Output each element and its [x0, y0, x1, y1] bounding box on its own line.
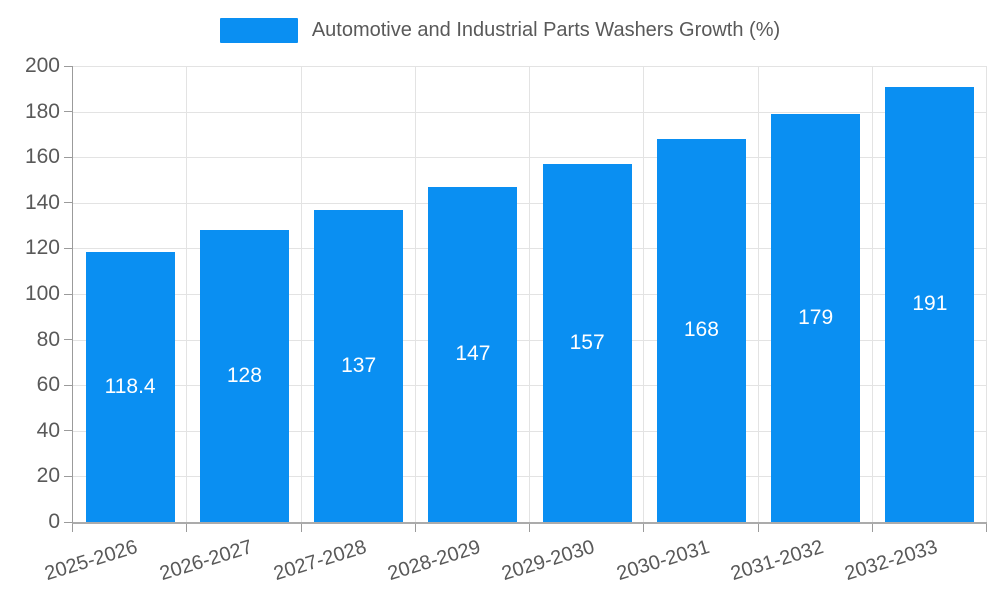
y-axis-tick — [64, 156, 72, 158]
y-axis-tick — [64, 202, 72, 204]
bar[interactable]: 179 — [771, 113, 861, 522]
y-axis-label: 200 — [24, 54, 60, 77]
gridline-horizontal — [73, 385, 987, 387]
x-axis-label: 2032-2033 — [842, 536, 941, 586]
legend-swatch — [219, 18, 298, 43]
y-axis-tick — [64, 521, 72, 523]
x-axis-tick — [414, 524, 416, 532]
gridline-vertical — [529, 66, 530, 522]
gridline-vertical — [986, 66, 987, 522]
y-axis-tick — [64, 65, 72, 67]
y-axis-tick — [64, 293, 72, 295]
gridline-horizontal — [73, 476, 987, 478]
y-axis-label: 60 — [36, 373, 60, 397]
gridline-horizontal — [73, 111, 987, 113]
x-axis-tick — [871, 524, 873, 532]
x-axis-tick — [529, 524, 530, 532]
bar[interactable]: 118.4 — [85, 252, 175, 522]
gridline-vertical — [300, 66, 302, 522]
x-axis-label: 2029-2030 — [499, 536, 598, 586]
plot-area: 0 20 40 60 80 100 120 140 160 180 200 118.4 2025-202… — [25, 54, 987, 585]
bar[interactable]: 137 — [314, 209, 404, 522]
x-axis-label: 2025-2026 — [42, 536, 141, 586]
y-axis-tick — [64, 247, 72, 249]
legend-item[interactable]: Automotive and Industrial Parts Washers … — [0, 18, 1000, 43]
bar-value-label: 137 — [341, 353, 377, 377]
y-axis-label: 100 — [24, 282, 60, 305]
gridline-horizontal — [73, 339, 987, 341]
gridline-horizontal — [73, 202, 987, 204]
x-axis-tick — [986, 524, 987, 532]
x-axis-tick — [300, 524, 302, 532]
gridline-horizontal — [73, 157, 987, 159]
y-axis-tick — [64, 430, 72, 432]
bar[interactable]: 168 — [656, 138, 746, 522]
y-axis-label: 140 — [24, 190, 60, 214]
y-axis-tick — [64, 111, 72, 113]
bar-value-label: 147 — [455, 342, 491, 366]
x-axis-label: 2030-2031 — [613, 536, 712, 586]
bar-value-label: 118.4 — [104, 375, 156, 399]
gridline-vertical — [643, 66, 645, 522]
x-axis-tick — [757, 524, 759, 532]
x-axis-tick — [186, 524, 188, 532]
gridline-horizontal — [73, 248, 987, 250]
y-axis-label: 160 — [24, 145, 60, 169]
legend-label: Automotive and Industrial Parts Washers … — [311, 19, 781, 41]
y-axis-label: 80 — [36, 327, 60, 351]
y-axis-label: 180 — [24, 99, 60, 123]
gridline-vertical — [757, 66, 759, 522]
gridline-vertical — [871, 66, 873, 522]
bar-value-label: 168 — [683, 318, 719, 342]
x-axis-label: 2026-2027 — [156, 536, 255, 586]
bar-value-label: 128 — [226, 364, 262, 388]
gridline-vertical — [414, 66, 416, 522]
bar-value-label: 191 — [912, 292, 948, 316]
x-axis-label: 2028-2029 — [385, 536, 484, 586]
bar-value-label: 179 — [798, 305, 834, 329]
y-axis-label: 0 — [48, 510, 60, 533]
gridline-vertical — [186, 66, 188, 522]
y-axis-tick — [64, 339, 72, 341]
bar[interactable]: 191 — [885, 86, 975, 522]
bar[interactable]: 147 — [428, 186, 518, 522]
x-axis-tick — [72, 524, 73, 532]
y-axis-label: 20 — [36, 464, 60, 488]
x-axis-label: 2031-2032 — [728, 536, 827, 586]
x-axis-label: 2027-2028 — [271, 536, 370, 586]
y-axis-tick — [64, 475, 72, 477]
bar-value-label: 157 — [569, 331, 605, 355]
y-axis-tick — [64, 384, 72, 386]
bar[interactable]: 157 — [542, 164, 632, 522]
gridline-horizontal — [73, 66, 987, 67]
gridline-horizontal — [73, 294, 987, 295]
bar[interactable]: 128 — [199, 230, 289, 522]
gridline-horizontal — [73, 430, 987, 432]
y-axis-label: 40 — [36, 418, 60, 442]
x-axis-tick — [643, 524, 645, 532]
y-axis-label: 120 — [24, 236, 60, 260]
